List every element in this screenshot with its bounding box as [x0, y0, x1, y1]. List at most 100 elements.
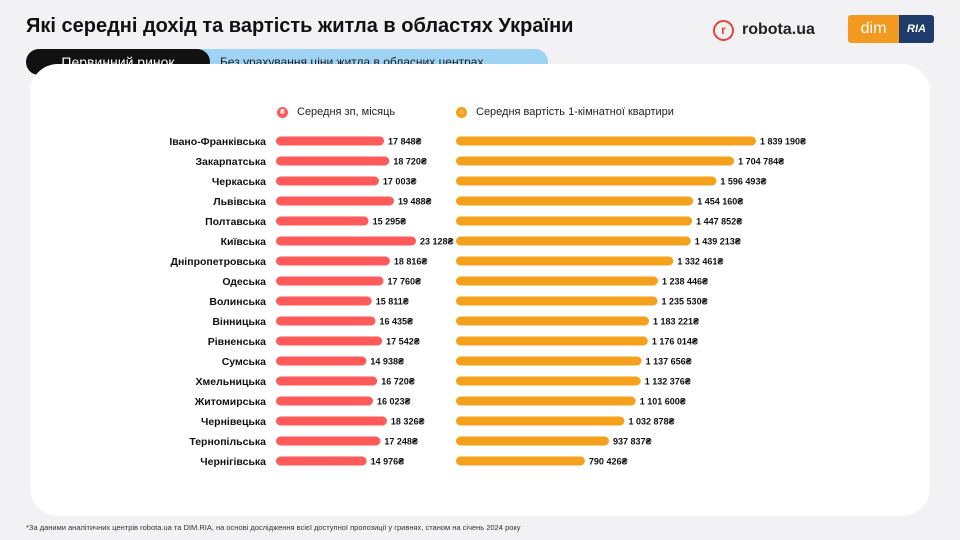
apartment-value-label: 1 238 446₴ [662, 277, 708, 287]
salary-bar [276, 436, 381, 446]
salary-bar [276, 216, 369, 226]
apartment-bar [456, 316, 650, 326]
apartment-value-label: 1 137 656₴ [646, 357, 692, 367]
robota-logo-text: robota.ua [742, 21, 815, 38]
apartment-bar [456, 236, 691, 246]
salary-bar [276, 456, 367, 466]
apartment-bar [456, 336, 648, 346]
house-icon: ⌂ [456, 106, 467, 118]
category-label: Тернопільська [189, 436, 266, 448]
salary-bar [276, 396, 373, 406]
apartment-value-label: 1 839 190₴ [760, 137, 806, 147]
salary-bar [276, 336, 383, 346]
salary-value-label: 17 003₴ [383, 177, 417, 187]
salary-value-label: 16 023₴ [377, 397, 411, 407]
footnote: *За даними аналітичних центрів robota.ua… [26, 523, 521, 532]
legend-apartment: ⌂ Середня вартість 1-кімнатної квартири [456, 106, 674, 118]
robota-logo-icon: r [713, 19, 734, 41]
apartment-bar [456, 396, 636, 406]
dim-logo-text: dim [848, 15, 899, 43]
category-label: Рівненська [208, 336, 266, 348]
salary-value-label: 18 326₴ [391, 417, 425, 427]
salary-bar [276, 236, 416, 246]
salary-bar [276, 156, 390, 166]
apartment-value-label: 1 101 600₴ [640, 397, 686, 407]
apartment-bar [456, 436, 609, 446]
ria-logo-text: RIA [899, 15, 934, 43]
hryvnia-icon: ₴ [277, 106, 288, 118]
salary-value-label: 19 488₴ [398, 197, 432, 207]
apartment-value-label: 1 447 852₴ [696, 217, 742, 227]
salary-value-label: 17 248₴ [384, 437, 418, 447]
category-label: Черкаська [212, 176, 266, 188]
salary-bar [276, 316, 376, 326]
apartment-value-label: 1 596 493₴ [720, 177, 766, 187]
salary-value-label: 23 128₴ [420, 237, 454, 247]
salary-bar [276, 256, 390, 266]
apartment-value-label: 1 332 461₴ [677, 257, 723, 267]
salary-value-label: 16 435₴ [379, 317, 413, 327]
apartment-value-label: 1 704 784₴ [738, 157, 784, 167]
salary-value-label: 18 720₴ [393, 157, 427, 167]
apartment-bar [456, 216, 693, 226]
salary-bar [276, 376, 378, 386]
salary-value-label: 15 295₴ [373, 217, 407, 227]
salary-bar [276, 276, 384, 286]
category-label: Одеська [222, 276, 266, 288]
apartment-bar [456, 416, 625, 426]
legend-salary: ₴ Середня зп, місяць [277, 106, 395, 118]
page-title: Які середні дохід та вартість житла в об… [26, 15, 574, 37]
salary-bar [276, 196, 394, 206]
apartment-value-label: 1 176 014₴ [652, 337, 698, 347]
category-label: Чернівецька [201, 416, 266, 428]
category-label: Полтавська [205, 216, 266, 228]
salary-value-label: 14 938₴ [370, 357, 404, 367]
robota-logo: r robota.ua [713, 18, 815, 42]
apartment-value-label: 1 183 221₴ [653, 317, 699, 327]
salary-value-label: 18 816₴ [394, 257, 428, 267]
salary-value-label: 16 720₴ [381, 377, 415, 387]
apartment-bar [456, 156, 735, 166]
legend-salary-label: Середня зп, місяць [297, 106, 396, 118]
apartment-bar [456, 256, 674, 266]
apartment-bar [456, 176, 717, 186]
salary-value-label: 17 542₴ [386, 337, 420, 347]
apartment-value-label: 1 454 160₴ [697, 197, 743, 207]
salary-bar [276, 176, 379, 186]
apartment-bar [456, 356, 642, 366]
salary-bar [276, 356, 367, 366]
salary-value-label: 17 848₴ [388, 137, 422, 147]
legend-apartment-label: Середня вартість 1-кімнатної квартири [476, 106, 674, 118]
apartment-bar [456, 376, 641, 386]
salary-value-label: 17 760₴ [388, 277, 422, 287]
category-label: Львівська [213, 196, 266, 208]
apartment-value-label: 1 235 530₴ [662, 297, 708, 307]
category-label: Закарпатська [195, 156, 266, 168]
salary-bar [276, 136, 385, 146]
salary-bar [276, 416, 387, 426]
dim-ria-logo: dim RIA [848, 15, 934, 43]
apartment-bar [456, 136, 756, 146]
category-label: Івано-Франківська [169, 136, 266, 148]
apartment-bar [456, 296, 658, 306]
apartment-value-label: 790 426₴ [589, 457, 628, 467]
apartment-value-label: 1 132 376₴ [645, 377, 691, 387]
apartment-value-label: 1 439 213₴ [695, 237, 741, 247]
category-label: Сумська [222, 356, 266, 368]
category-label: Житомирська [194, 396, 266, 408]
category-label: Дніпропетровська [170, 256, 266, 268]
category-label: Чернігівська [200, 456, 266, 468]
apartment-bar [456, 276, 659, 286]
category-label: Київська [221, 236, 267, 248]
category-label: Волинська [209, 296, 266, 308]
salary-value-label: 14 976₴ [371, 457, 405, 467]
category-label: Вінницька [212, 316, 266, 328]
apartment-bar [456, 456, 585, 466]
salary-bar [276, 296, 372, 306]
apartment-bar [456, 196, 694, 206]
apartment-value-label: 1 032 878₴ [628, 417, 674, 427]
category-label: Хмельницька [195, 376, 266, 388]
salary-value-label: 15 811₴ [376, 297, 409, 307]
apartment-value-label: 937 837₴ [613, 437, 652, 447]
